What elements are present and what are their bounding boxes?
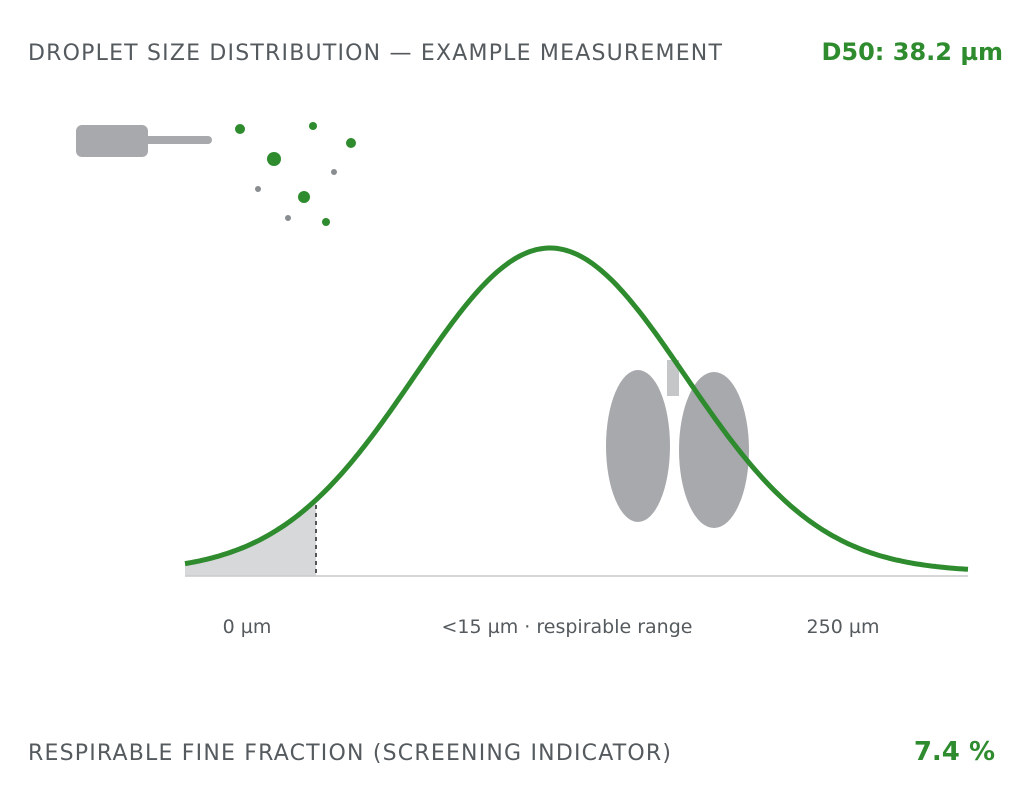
lungs-icon <box>606 360 749 528</box>
d50-value: D50: 38.2 µm <box>821 38 1003 66</box>
footer-value: 7.4 % <box>914 737 995 767</box>
droplets <box>235 122 356 226</box>
axis-label: 250 µm <box>807 616 880 638</box>
axis-label: 0 µm <box>223 616 272 638</box>
footer-label: RESPIRABLE FINE FRACTION (SCREENING INDI… <box>28 741 672 766</box>
fine-fraction-area <box>185 499 316 576</box>
title: DROPLET SIZE DISTRIBUTION — EXAMPLE MEAS… <box>28 41 723 66</box>
nozzle-icon <box>76 125 212 157</box>
axis-label: <15 µm · respirable range <box>442 616 693 638</box>
distribution-curve <box>184 245 969 572</box>
